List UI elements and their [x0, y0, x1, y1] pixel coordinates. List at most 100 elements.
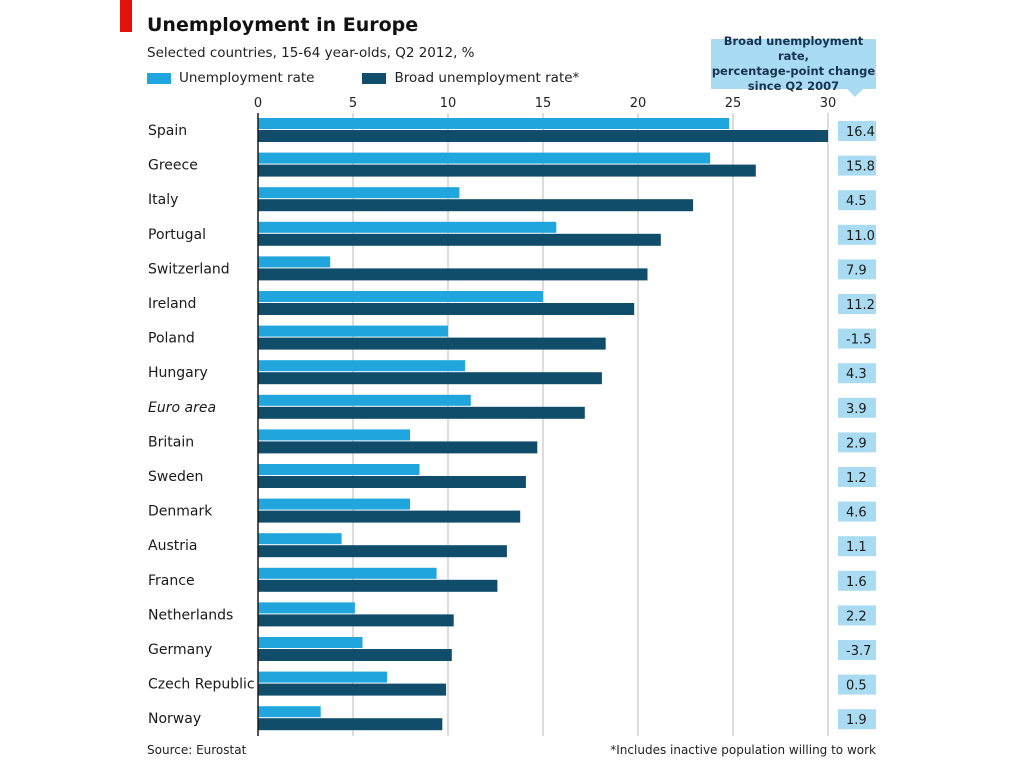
change-value-label: 2.9 — [846, 436, 867, 451]
change-value-label: 1.6 — [846, 575, 867, 590]
change-value-label: -3.7 — [846, 644, 871, 659]
category-label: Hungary — [148, 365, 208, 381]
bar-broad-unemployment — [258, 303, 635, 315]
bar-unemployment — [258, 118, 730, 129]
bar-unemployment — [258, 602, 355, 614]
bar-broad-unemployment — [258, 718, 443, 731]
change-value-label: 11.2 — [846, 298, 875, 313]
change-value-label: 11.0 — [846, 229, 875, 244]
change-value-label: 4.5 — [846, 194, 867, 209]
legend-item-broad-unemployment: Broad unemployment rate* — [362, 70, 579, 86]
bar-broad-unemployment — [258, 268, 648, 281]
category-label: Austria — [148, 538, 197, 554]
legend-label-broad-unemployment: Broad unemployment rate* — [394, 70, 580, 86]
bar-broad-unemployment — [258, 579, 498, 592]
category-label: Portugal — [148, 227, 206, 243]
change-header-line-1: Broad unemployment rate, — [723, 34, 864, 63]
change-value-box — [838, 155, 876, 176]
change-value-label: 4.3 — [846, 367, 867, 382]
change-value-box — [838, 501, 876, 522]
x-tick-label: 30 — [820, 96, 837, 111]
bar-unemployment — [258, 637, 363, 648]
change-value-box — [838, 570, 876, 591]
bar-broad-unemployment — [258, 164, 756, 177]
change-column-header: Broad unemployment rate, percentage-poin… — [711, 34, 876, 93]
change-value-box — [838, 328, 876, 349]
x-tick-label: 10 — [440, 96, 457, 111]
bar-unemployment — [258, 152, 711, 164]
chart-title: Unemployment in Europe — [147, 14, 419, 36]
x-tick-label: 20 — [630, 96, 647, 111]
category-label: Spain — [148, 123, 187, 139]
x-tick-label: 25 — [725, 96, 742, 111]
bar-broad-unemployment — [258, 649, 452, 661]
change-value-label: 4.6 — [846, 506, 867, 521]
change-value-label: 2.2 — [846, 609, 867, 624]
category-label: Poland — [148, 331, 195, 347]
change-value-label: 1.9 — [846, 713, 867, 728]
change-value-box — [838, 432, 876, 453]
bar-broad-unemployment — [258, 545, 507, 558]
change-value-label: 1.1 — [846, 540, 867, 555]
change-value-box — [838, 397, 876, 418]
bar-unemployment — [258, 464, 420, 475]
bar-unemployment — [258, 187, 460, 199]
category-label: Sweden — [148, 469, 203, 485]
change-value-label: 16.4 — [846, 125, 875, 140]
change-value-box — [838, 467, 876, 487]
change-value-label: 15.8 — [846, 160, 875, 175]
category-label: Germany — [148, 642, 212, 658]
source-note: Source: Eurostat — [147, 743, 247, 757]
legend-label-unemployment: Unemployment rate — [179, 70, 315, 86]
change-value-box — [838, 190, 876, 211]
brand-flag — [120, 0, 132, 32]
bar-unemployment — [258, 291, 543, 302]
change-value-box — [838, 709, 876, 730]
bar-broad-unemployment — [258, 372, 602, 385]
bar-unemployment — [258, 567, 437, 579]
category-label: Ireland — [148, 296, 196, 312]
bar-broad-unemployment — [258, 233, 661, 246]
change-value-box — [838, 605, 876, 626]
category-label: Norway — [148, 711, 201, 727]
footnote: *Includes inactive population willing to… — [610, 743, 876, 757]
category-label: Italy — [148, 192, 178, 208]
category-label: Netherlands — [148, 607, 233, 623]
change-value-label: -1.5 — [846, 333, 871, 348]
legend: Unemployment rate Broad unemployment rat… — [147, 70, 627, 86]
bar-unemployment — [258, 394, 471, 406]
change-value-label: 3.9 — [846, 402, 867, 417]
x-tick-label: 15 — [535, 96, 552, 111]
bar-broad-unemployment — [258, 510, 521, 523]
bar-unemployment — [258, 429, 410, 441]
category-label: Euro area — [148, 400, 216, 416]
bar-unemployment — [258, 325, 448, 337]
legend-item-unemployment: Unemployment rate — [147, 70, 314, 86]
category-label: Switzerland — [148, 261, 230, 277]
x-tick-label: 5 — [349, 96, 357, 111]
change-value-box — [838, 363, 876, 384]
bar-broad-unemployment — [258, 406, 585, 419]
bar-broad-unemployment — [258, 337, 606, 350]
bar-unemployment — [258, 256, 331, 268]
bar-broad-unemployment — [258, 683, 447, 696]
bar-broad-unemployment — [258, 614, 454, 627]
change-value-box — [838, 536, 876, 557]
bar-unemployment — [258, 706, 321, 718]
change-header-pointer — [847, 89, 863, 97]
bar-broad-unemployment — [258, 476, 526, 488]
bar-unemployment — [258, 360, 466, 372]
change-value-label: 0.5 — [846, 679, 867, 694]
bar-unemployment — [258, 221, 557, 233]
bar-broad-unemployment — [258, 441, 538, 454]
category-label: France — [148, 573, 195, 589]
change-value-box — [838, 259, 876, 280]
change-value-label: 7.9 — [846, 263, 867, 278]
legend-swatch-broad-unemployment — [362, 72, 387, 84]
change-value-label: 1.2 — [846, 471, 867, 486]
bar-unemployment — [258, 498, 410, 510]
bar-broad-unemployment — [258, 130, 828, 142]
category-label: Czech Republic — [148, 677, 255, 693]
change-header-line-3: since Q2 2007 — [747, 79, 840, 93]
